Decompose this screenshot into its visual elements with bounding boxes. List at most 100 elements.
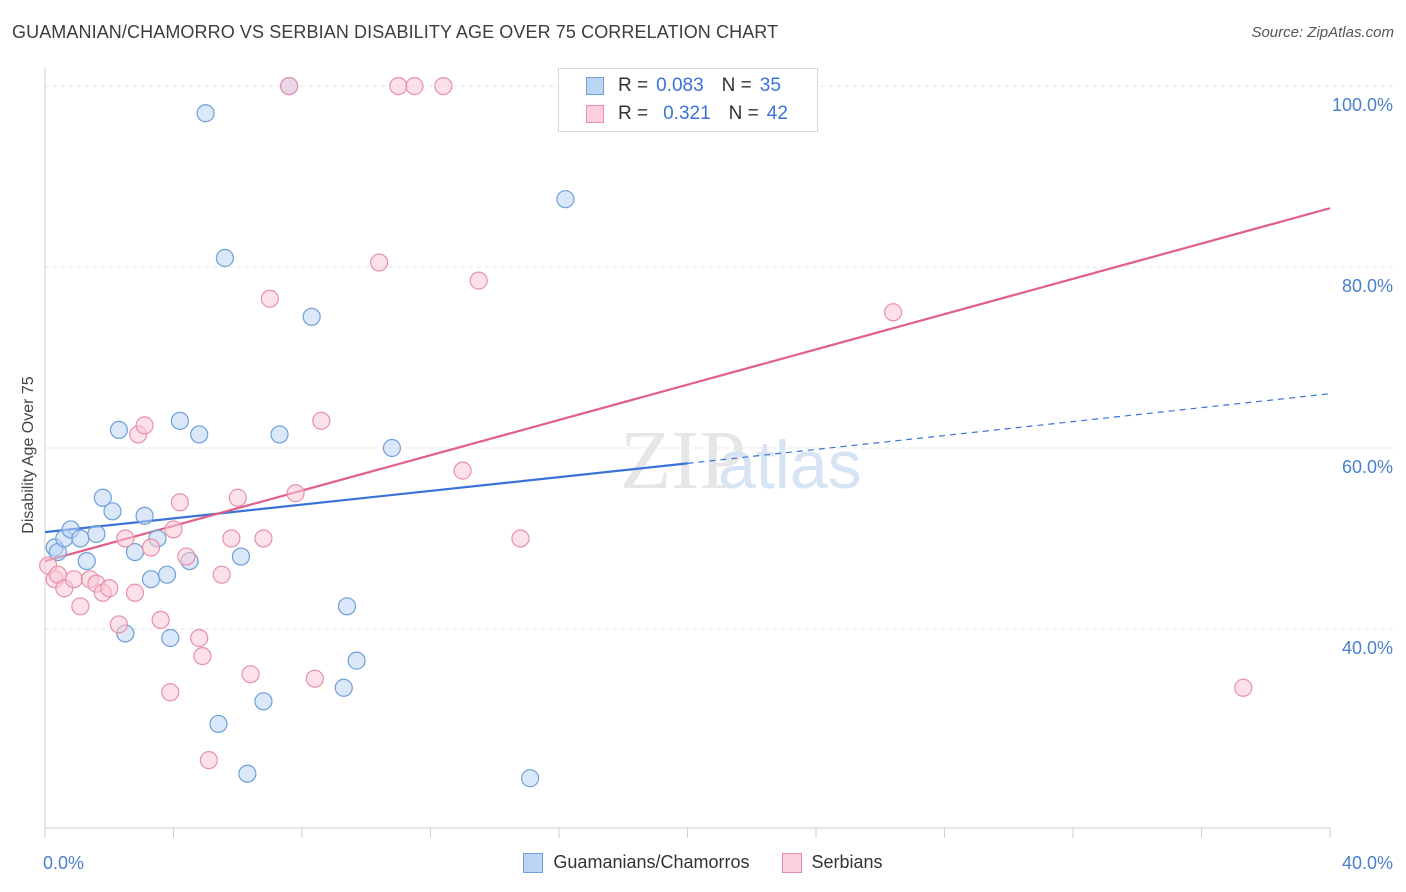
chart-title: GUAMANIAN/CHAMORRO VS SERBIAN DISABILITY… xyxy=(12,22,779,42)
legend-item-guamanians[interactable]: Guamanians/Chamorros xyxy=(523,852,750,873)
point-guamanian xyxy=(254,692,273,711)
y-tick-label: 80.0% xyxy=(1342,276,1393,296)
point-guamanian xyxy=(71,529,90,548)
point-guamanian xyxy=(337,597,357,616)
series-legend: Guamanians/Chamorros Serbians xyxy=(0,852,1406,873)
y-axis-label: Disability Age Over 75 xyxy=(20,376,37,534)
legend-item-serbians[interactable]: Serbians xyxy=(781,852,883,873)
point-serbian xyxy=(164,520,183,539)
legend-label: Guamanians/Chamorros xyxy=(553,852,750,872)
x-tick-labels: 0.0% 40.0% xyxy=(43,853,1393,873)
point-serbian xyxy=(222,529,241,548)
watermark-zip: ZIP xyxy=(620,414,746,507)
point-serbian xyxy=(100,579,119,598)
point-guamanian xyxy=(135,506,154,525)
point-guamanian xyxy=(109,420,128,440)
point-serbian xyxy=(116,529,135,548)
point-guamanian xyxy=(209,714,228,734)
point-serbian xyxy=(177,547,196,566)
y-tick-label: 100.0% xyxy=(1332,95,1393,115)
source-label: Source: ZipAtlas.com xyxy=(1251,24,1394,41)
legend-n-label: N = xyxy=(728,103,759,124)
axes xyxy=(44,68,1331,838)
point-guamanian xyxy=(196,104,215,123)
y-tick-labels: 40.0% 60.0% 80.0% 100.0% xyxy=(1332,95,1393,658)
point-guamanian xyxy=(157,565,177,584)
point-guamanian xyxy=(520,769,540,788)
y-tick-label: 40.0% xyxy=(1342,638,1393,658)
legend-swatch-blue xyxy=(523,852,544,873)
point-guamanian xyxy=(270,425,289,444)
point-serbian xyxy=(71,597,90,616)
point-serbian xyxy=(64,570,84,589)
point-serbian xyxy=(135,416,154,435)
grid-lines xyxy=(45,85,1394,630)
legend-r-value: 0.083 xyxy=(656,75,704,96)
point-serbian xyxy=(199,751,218,770)
point-serbian xyxy=(883,303,903,322)
correlation-legend: R = 0.083 N = 35 R = 0.321 N = 42 xyxy=(558,68,818,132)
point-guamanian xyxy=(190,425,209,444)
point-serbian xyxy=(389,76,408,96)
point-guamanian xyxy=(170,411,190,430)
y-tick-label: 60.0% xyxy=(1342,457,1393,477)
legend-swatch-pink xyxy=(586,105,604,123)
point-guamanian xyxy=(238,764,257,783)
legend-row-serbian: R = 0.321 N = 42 xyxy=(559,101,788,127)
point-guamanian xyxy=(141,570,161,589)
point-serbian xyxy=(212,565,231,584)
point-serbian xyxy=(260,289,279,308)
point-guamanian xyxy=(103,502,122,521)
legend-r-value: 0.321 xyxy=(663,103,711,124)
point-serbian xyxy=(1234,678,1253,697)
point-serbian xyxy=(305,669,324,688)
point-serbian xyxy=(170,493,190,512)
trend-lines xyxy=(44,207,1331,563)
point-serbian xyxy=(190,628,209,648)
point-serbian xyxy=(161,683,180,702)
legend-r-label: R = xyxy=(618,75,649,96)
point-guamanian xyxy=(231,547,251,566)
legend-n-label: N = xyxy=(721,75,752,96)
point-guamanian xyxy=(161,628,180,648)
point-guamanian xyxy=(347,651,366,670)
point-serbian xyxy=(254,529,273,548)
legend-swatch-pink xyxy=(781,852,802,873)
legend-row-guamanian: R = 0.083 N = 35 xyxy=(559,73,781,99)
point-guamanian xyxy=(77,551,96,571)
x-tick-label: 0.0% xyxy=(43,853,84,873)
legend-n-value: 42 xyxy=(766,103,788,124)
point-serbian xyxy=(469,271,488,290)
point-guamanian xyxy=(302,307,321,326)
point-serbian xyxy=(286,484,305,503)
point-serbian xyxy=(141,538,161,557)
x-tick-label: 40.0% xyxy=(1342,853,1393,873)
point-guamanian xyxy=(93,488,112,507)
legend-label: Serbians xyxy=(811,852,883,872)
point-serbian xyxy=(125,583,145,602)
point-serbian xyxy=(241,665,260,684)
point-serbian xyxy=(370,253,389,272)
point-serbian xyxy=(405,76,424,96)
point-guamanian xyxy=(382,438,402,458)
trend-line-guamanian-extension xyxy=(687,393,1331,464)
point-guamanian xyxy=(334,678,353,697)
trend-line-serbian xyxy=(44,207,1331,563)
legend-n-value: 35 xyxy=(759,75,781,96)
point-serbian xyxy=(312,411,331,430)
point-serbian xyxy=(434,76,453,96)
point-guamanian xyxy=(87,524,106,544)
point-serbian xyxy=(193,646,212,666)
legend-r-label: R = xyxy=(618,103,649,124)
point-serbian xyxy=(151,610,170,630)
watermark-atlas: atlas xyxy=(718,427,862,503)
point-serbian xyxy=(280,76,299,96)
point-serbian xyxy=(511,529,530,548)
point-serbian xyxy=(109,615,128,634)
point-guamanian xyxy=(215,248,234,268)
legend-swatch-blue xyxy=(586,77,604,95)
point-serbian xyxy=(228,488,247,507)
point-guamanian xyxy=(556,190,575,209)
point-serbian xyxy=(453,461,472,480)
